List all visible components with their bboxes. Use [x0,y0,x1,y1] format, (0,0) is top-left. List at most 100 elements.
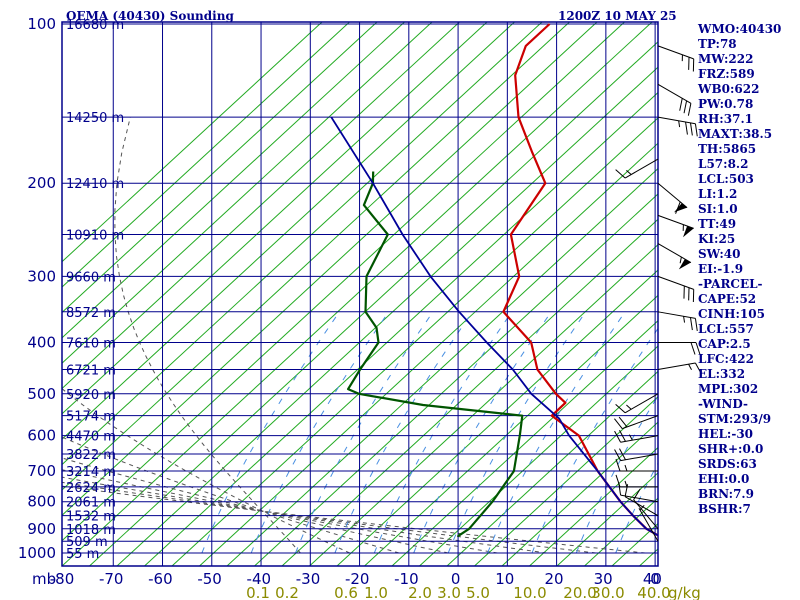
sounding-index-item: BSHR:7 [698,502,751,516]
sounding-index-item: LCL:503 [698,172,754,186]
mixing-ratio-label: 0.1 [246,584,270,600]
moist-adiabats [62,117,646,554]
temperature-tick-label: 40 [643,570,662,588]
temperature-tick-label: 20 [544,570,563,588]
dry-adiabat-line [116,66,658,566]
sounding-index-item: -PARCEL- [698,277,763,291]
sounding-index-item: L57:8.2 [698,157,749,171]
dry-adiabat-line [446,370,658,566]
mixing-ratio-label: 0.2 [275,584,299,600]
dry-adiabat-line [474,396,658,566]
sounding-index-item: LI:1.2 [698,187,738,201]
parcel-trace [330,116,658,542]
dry-adiabat-line [199,142,658,566]
wind-barb [614,448,659,462]
dry-adiabat-line [62,22,543,466]
mixing-ratio-line [615,462,658,554]
sounding-index-item: LCL:557 [698,322,754,336]
height-label: 509 m [66,535,108,550]
wind-barb [657,311,698,331]
mixing-ratio-line [487,311,626,554]
sounding-index-item: EL:332 [698,367,746,381]
mixing-ratio-label: 2.0 [408,584,432,600]
mixing-ratio-label: 5.0 [466,584,490,600]
mixing-ratio-label: 0.6 [334,584,358,600]
sounding-index-item: TP:78 [698,37,737,51]
dewpoint-trace [347,171,524,538]
dry-adiabat-line [62,22,405,339]
dry-adiabat-line [62,22,460,390]
sounding-index-item: PW:0.78 [698,97,754,111]
sounding-index-item: -WIND- [698,397,748,411]
height-label: 5920 m [66,388,116,403]
pressure-unit-label: mb [32,570,56,588]
moist-adiabat-line [62,436,400,554]
wind-barb [614,430,659,443]
height-label: 55 m [66,547,99,562]
wind-barb [657,243,692,270]
sounding-index-item: EHI:0.0 [698,472,750,486]
temperature-tick-label: 30 [594,570,613,588]
pressure-tick-label: 300 [27,267,56,285]
dry-adiabat-line [364,294,658,566]
dry-adiabat-line [62,22,570,491]
temperature-tick-label: -40 [247,570,272,588]
mixing-ratio-line [334,311,473,554]
pressure-tick-label: 600 [27,427,56,445]
sounding-index-item: FRZ:589 [698,67,755,81]
height-label: 6721 m [66,364,116,379]
dry-adiabat-line [391,320,658,566]
wind-barb [624,484,659,517]
dry-adiabat-line [62,22,625,542]
temperature-tick-label: 10 [495,570,514,588]
height-label: 3214 m [66,465,116,480]
height-label: 5174 m [66,410,116,425]
mixing-ratio-line [295,311,434,554]
wind-barb [658,341,701,355]
dry-adiabat-line [254,193,658,566]
sounding-index-item: SRDS:63 [698,457,757,471]
pressure-tick-label: 500 [27,385,56,403]
dry-adiabat-line [529,446,658,566]
mixing-ratio-line [201,311,340,554]
pressure-tick-label: 900 [27,520,56,538]
dry-adiabat-line [62,22,515,440]
mixing-ratio-lines [201,311,658,554]
wind-barb [657,45,695,72]
pressure-tick-label: 700 [27,462,56,480]
dry-adiabat-line [419,345,658,566]
wind-barb [615,158,659,179]
sounding-index-item: SI:1.0 [698,202,738,216]
station-title: OEMA (40430) Sounding [66,9,234,23]
sounding-index-item: CAP:2.5 [698,337,751,351]
wind-barbs [614,45,702,542]
temperature-tick-label: -60 [148,570,173,588]
height-label: 16680 m [66,18,124,33]
dry-adiabat-line [62,22,598,516]
wind-barb [615,458,658,472]
dry-adiabat-line [62,22,433,364]
sounding-index-item: MAXT:38.5 [698,127,773,141]
temperature-tick-label: -50 [197,570,222,588]
sounding-traces [330,23,658,542]
wind-barb [638,504,659,542]
sounding-index-item: LFC:422 [698,352,754,366]
moist-adiabat-line [62,388,350,554]
mixing-ratio-unit: g/kg [668,584,701,600]
temperature-tick-label: -80 [50,570,75,588]
temperature-tick-label: -10 [394,570,419,588]
grid-lines [61,21,659,567]
wind-barb [615,393,659,414]
height-label: 8572 m [66,306,116,321]
height-label: 4470 m [66,430,116,445]
moist-adiabat-line [114,117,301,554]
sounding-index-item: CAPE:52 [698,292,757,306]
pressure-tick-label: 200 [27,174,56,192]
sounding-index-item: SHR+:0.0 [698,442,764,456]
mixing-ratio-label: 20.0 [563,584,596,600]
mixing-ratio-label: 1.0 [364,584,388,600]
sounding-index-item: TH:5865 [698,142,757,156]
temperature-tick-label: -20 [345,570,370,588]
